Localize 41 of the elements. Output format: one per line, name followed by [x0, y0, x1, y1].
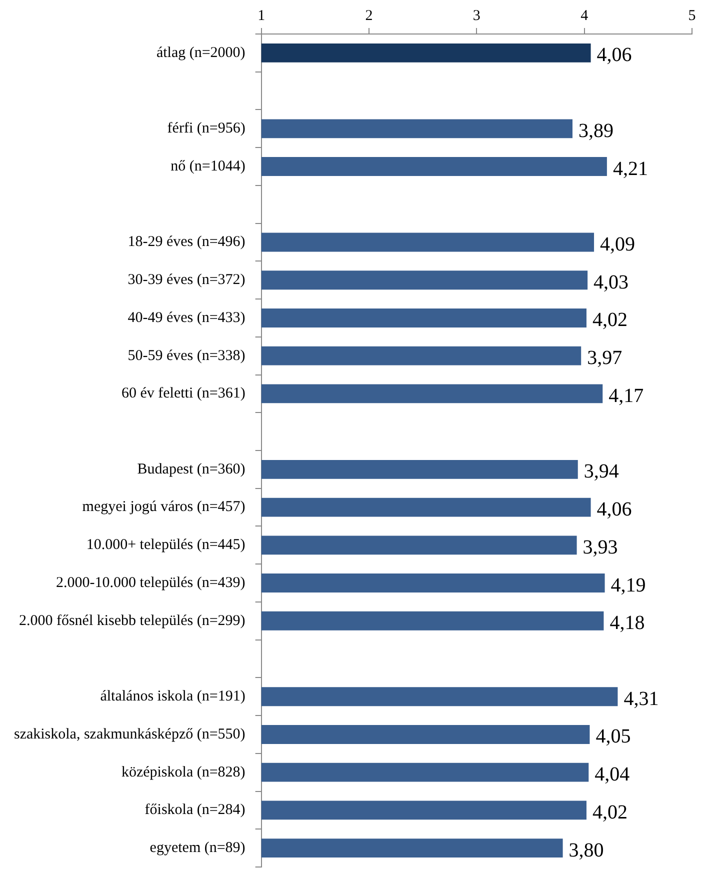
data-label: 4,21	[612, 158, 648, 180]
data-label: 4,06	[596, 44, 632, 66]
y-tick-label: szakiskola, szakmunkásképző (n=550)	[14, 726, 246, 742]
y-tick-label: 2.000 fősnél kisebb település (n=299)	[18, 612, 246, 629]
y-tick-label: egyetem (n=89)	[150, 840, 246, 856]
data-label: 4,06	[596, 498, 632, 521]
data-label: 3,93	[582, 536, 618, 558]
x-tick-label: 1	[258, 8, 266, 24]
x-tick-label: 4	[580, 8, 589, 24]
x-tick-label: 3	[472, 8, 480, 24]
data-label: 4,18	[610, 612, 645, 634]
data-label: 4,02	[592, 801, 628, 824]
y-tick-label: 40-49 éves (n=433)	[128, 310, 246, 326]
data-label: 4,03	[594, 271, 629, 294]
y-tick-label: 60 év feletti (n=361)	[121, 386, 246, 402]
y-tick-label: 10.000+ település (n=445)	[86, 537, 246, 554]
data-label: 4,02	[592, 309, 628, 332]
y-tick-label: átlag (n=2000)	[156, 44, 246, 61]
data-label: 3,94	[584, 460, 619, 483]
y-tick-label: 50-59 éves (n=338)	[128, 348, 246, 364]
y-tick-label: 18-29 éves (n=496)	[128, 234, 246, 250]
y-tick-label: férfi (n=956)	[167, 120, 246, 137]
y-tick-label: főiskola (n=284)	[144, 802, 246, 818]
y-tick-label: általános iskola (n=191)	[100, 688, 246, 705]
data-label: 4,04	[594, 764, 630, 786]
data-label: 3,97	[587, 347, 622, 370]
y-tick-label: megyei jogú város (n=457)	[82, 499, 246, 516]
y-tick-label: 30-39 éves (n=372)	[128, 272, 246, 288]
y-tick-label: Budapest (n=360)	[137, 461, 246, 478]
data-label: 3,80	[568, 839, 604, 862]
y-tick-label: középiskola (n=828)	[121, 764, 246, 780]
data-label: 4,17	[608, 384, 644, 407]
y-tick-label: nő (n=1044)	[170, 158, 246, 174]
data-label: 4,31	[624, 688, 659, 710]
data-label: 4,19	[610, 574, 646, 596]
data-label: 3,89	[578, 120, 614, 142]
x-tick-label: 2	[365, 8, 373, 24]
data-label: 4,09	[600, 234, 636, 256]
x-tick-label: 5	[688, 8, 696, 24]
y-tick-label: 2.000-10.000 település (n=439)	[56, 574, 246, 591]
data-label: 4,05	[596, 726, 631, 748]
